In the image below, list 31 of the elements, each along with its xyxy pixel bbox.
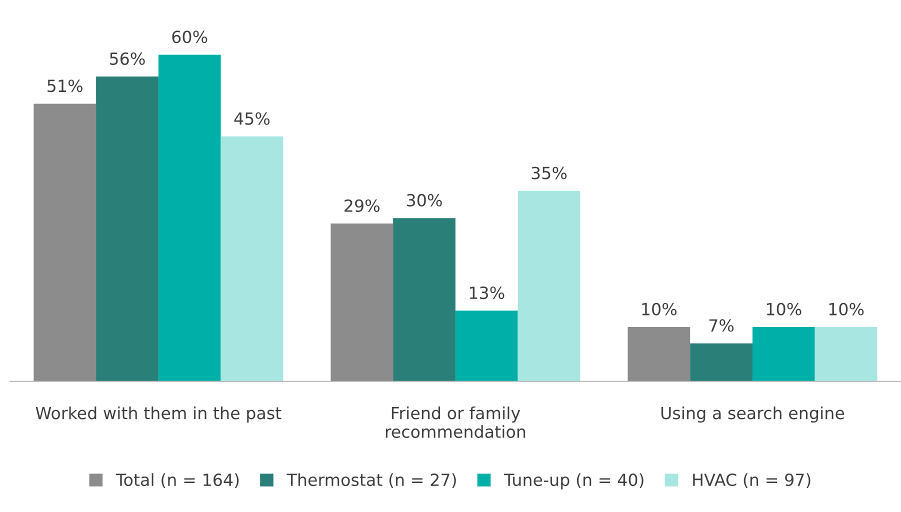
x-tick-label: Using a search engine [661,406,844,423]
bar [628,326,690,382]
data-label: 30% [407,194,442,207]
legend-label: Total (n = 164) [116,473,239,488]
bar [96,76,158,382]
x-tick-label: Worked with them in the past [36,406,282,423]
data-label: 10% [829,302,864,316]
bar [158,54,221,382]
data-label: 7% [709,319,734,332]
data-label: 45% [234,112,270,125]
data-label: 56% [110,52,145,65]
data-label: 35% [532,166,567,180]
legend-label: Tune-up (n = 40) [504,473,644,490]
data-label: 29% [344,199,380,212]
bar [34,104,96,382]
data-label: 10% [766,302,802,316]
x-tick-label: Friend or family recommendation [386,406,526,438]
legend-label: Thermostat (n = 27) [286,473,456,488]
legend-label: HVAC (n = 97) [693,473,810,488]
data-label: 13% [470,286,504,300]
data-label: 60% [172,30,208,44]
bar [814,326,878,382]
bar [393,218,456,382]
bar [455,310,518,382]
bar [752,326,815,382]
bar [220,136,284,382]
data-label: 51% [48,80,82,92]
bar [330,224,394,382]
data-label: 10% [642,302,677,316]
bar [518,190,580,382]
bar [690,343,752,382]
